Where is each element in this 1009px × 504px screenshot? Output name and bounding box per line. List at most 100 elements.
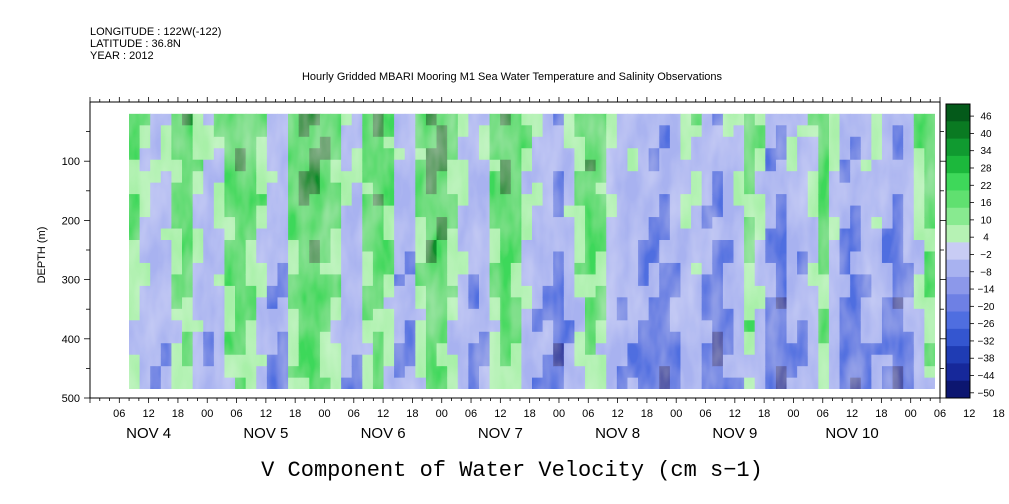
heatmap-cell	[574, 194, 586, 207]
heatmap-cell	[150, 125, 162, 138]
heatmap-cell	[680, 343, 692, 356]
heatmap-cell	[478, 171, 491, 184]
heatmap-cell	[521, 285, 533, 298]
heatmap-cell	[129, 262, 141, 276]
heatmap-cell	[733, 182, 745, 195]
heatmap-cell	[839, 354, 851, 367]
heatmap-cell	[235, 262, 247, 276]
heatmap-cell	[489, 262, 501, 276]
heatmap-cell	[235, 285, 247, 298]
heatmap-cell	[754, 251, 766, 264]
heatmap-cell	[797, 148, 809, 161]
heatmap-cell	[754, 308, 766, 321]
heatmap-cell	[881, 366, 894, 379]
heatmap-cell	[478, 274, 491, 287]
heatmap-cell	[436, 171, 448, 184]
heatmap-cell	[394, 194, 406, 207]
heatmap-cell	[563, 159, 576, 172]
heatmap-cell	[298, 262, 310, 276]
heatmap-cell	[277, 240, 289, 253]
heatmap-cell	[447, 125, 459, 138]
heatmap-cell	[330, 205, 342, 218]
heatmap-cell	[860, 297, 872, 310]
heatmap-cell	[818, 366, 830, 379]
heatmap-cell	[213, 240, 226, 253]
heatmap-cell	[266, 251, 279, 264]
heatmap-cell	[510, 125, 522, 138]
x-hour-tick-label: 18	[524, 408, 536, 420]
heatmap-cell	[563, 217, 576, 230]
heatmap-cell	[436, 262, 448, 276]
heatmap-cell	[659, 297, 671, 310]
heatmap-cell	[500, 308, 512, 321]
heatmap-cell	[574, 251, 586, 264]
heatmap-cell	[415, 308, 427, 321]
heatmap-cell	[224, 228, 236, 241]
heatmap-cell	[383, 377, 395, 389]
heatmap-cell	[478, 331, 491, 344]
heatmap-cell	[839, 125, 851, 138]
heatmap-cell	[150, 343, 162, 356]
heatmap-cell	[722, 320, 735, 333]
heatmap-cell	[351, 251, 363, 264]
heatmap-cell	[319, 274, 332, 287]
heatmap-cell	[860, 125, 872, 138]
heatmap-cell	[691, 217, 703, 230]
heatmap-cell	[574, 262, 586, 276]
heatmap-cell	[648, 285, 660, 298]
heatmap-cell	[828, 205, 841, 218]
heatmap-cell	[797, 285, 809, 298]
heatmap-cell	[913, 297, 925, 310]
heatmap-cell	[213, 113, 226, 126]
heatmap-cell	[913, 354, 925, 367]
heatmap-cell	[245, 366, 257, 379]
heatmap-cell	[733, 343, 745, 356]
heatmap-cell	[521, 136, 533, 149]
x-hour-tick-label: 12	[846, 408, 858, 420]
heatmap-cell	[351, 331, 363, 344]
heatmap-cell	[691, 274, 703, 287]
x-hour-tick-label: 12	[611, 408, 623, 420]
heatmap-cell	[669, 285, 682, 298]
heatmap-cell	[425, 159, 438, 172]
heatmap-cell	[701, 262, 713, 276]
heatmap-cell	[139, 343, 151, 356]
heatmap-cell	[913, 240, 925, 253]
heatmap-cell	[616, 285, 629, 298]
x-hour-tick-label: 18	[406, 408, 418, 420]
heatmap-cell	[669, 182, 682, 195]
heatmap-cell	[765, 331, 777, 344]
heatmap-cell	[839, 308, 851, 321]
heatmap-cell	[585, 262, 597, 276]
heatmap-cell	[903, 308, 915, 321]
heatmap-cell	[404, 354, 416, 367]
heatmap-cell	[139, 194, 151, 207]
heatmap-cell	[542, 354, 554, 367]
heatmap-cell	[288, 228, 300, 241]
heatmap-cell	[213, 274, 226, 287]
heatmap-cell	[457, 194, 469, 207]
heatmap-cell	[319, 159, 332, 172]
heatmap-cell	[500, 274, 512, 287]
heatmap-cell	[585, 171, 597, 184]
heatmap-cell	[903, 320, 915, 333]
heatmap-cell	[404, 182, 416, 195]
heatmap-cell	[436, 136, 448, 149]
heatmap-cell	[563, 320, 576, 333]
heatmap-cell	[659, 240, 671, 253]
heatmap-cell	[871, 331, 883, 344]
heatmap-cell	[797, 113, 809, 126]
heatmap-cell	[532, 262, 544, 276]
heatmap-cell	[775, 297, 788, 310]
heatmap-cell	[319, 228, 332, 241]
heatmap-cell	[595, 171, 607, 184]
heatmap-cell	[585, 354, 597, 367]
heatmap-cell	[744, 331, 756, 344]
heatmap-cell	[839, 366, 851, 379]
heatmap-cell	[659, 217, 671, 230]
heatmap-cell	[362, 182, 374, 195]
heatmap-cell	[235, 297, 247, 310]
heatmap-cell	[468, 274, 480, 287]
x-hour-tick-label: 12	[142, 408, 154, 420]
